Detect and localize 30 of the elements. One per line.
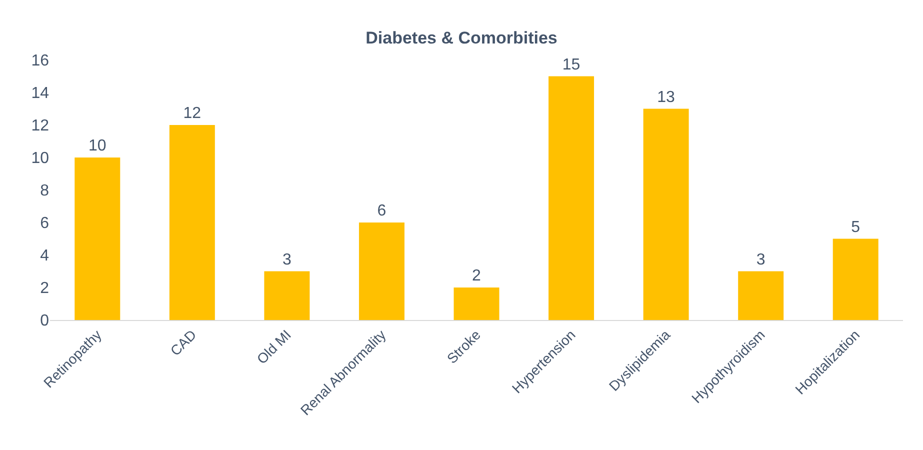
bar [454, 288, 500, 320]
data-label: 12 [183, 105, 202, 122]
y-tick-label: 12 [31, 118, 50, 135]
data-label: 5 [851, 218, 860, 236]
x-tick-label: CAD [167, 326, 200, 359]
y-tick-label: 2 [40, 280, 50, 298]
x-tick-label: Old MI [254, 326, 294, 368]
y-tick-label: 0 [40, 312, 50, 330]
chart-title: Diabetes & Comorbities [366, 28, 558, 48]
data-label: 6 [377, 202, 386, 220]
data-label: 10 [88, 138, 106, 154]
bar [169, 125, 215, 320]
data-label: 15 [562, 56, 580, 74]
bar [738, 271, 784, 320]
data-label: 3 [282, 251, 292, 268]
y-tick-label: 8 [40, 182, 50, 200]
y-tick-label: 10 [31, 150, 50, 168]
bar [358, 222, 404, 320]
y-tick-label: 16 [31, 52, 50, 70]
y-tick-label: 6 [40, 215, 50, 232]
data-label: 2 [472, 268, 481, 284]
y-tick-label: 14 [31, 85, 50, 102]
data-label: 3 [756, 251, 766, 268]
bar [264, 271, 310, 320]
bar [548, 76, 594, 320]
data-label: 13 [657, 88, 676, 106]
y-tick-label: 4 [40, 248, 50, 265]
bar [832, 238, 878, 320]
bar [74, 158, 120, 320]
bar [643, 108, 689, 320]
